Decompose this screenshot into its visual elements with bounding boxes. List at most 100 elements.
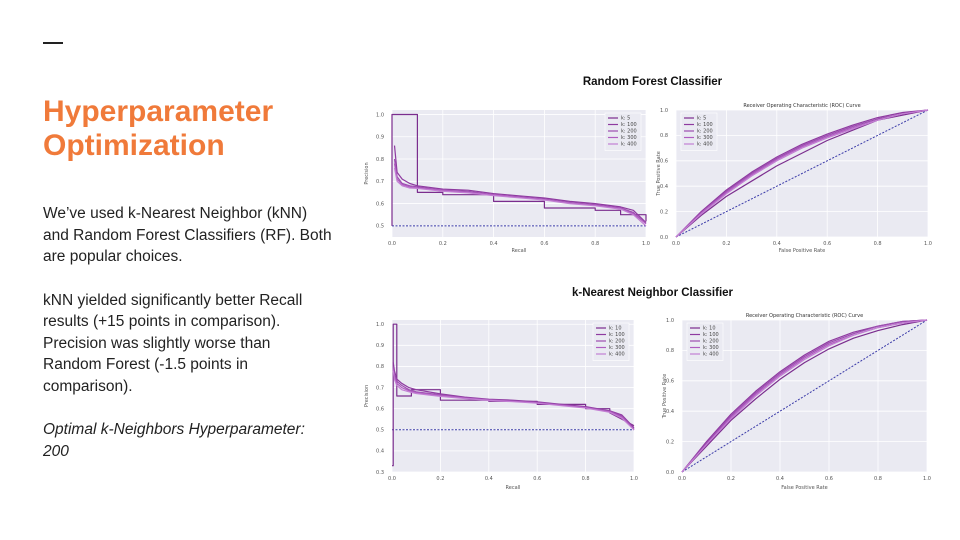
y-tick-label: 0.6 [660, 159, 668, 165]
x-tick-label: 0.4 [490, 241, 498, 247]
rf-roc-chart: 0.0 0.2 0.4 0.6 0.8 1.0 0.0 0.2 0.4 0.6 0.8 1.0 Fals… [654, 100, 934, 255]
x-tick-label: 1.0 [923, 476, 931, 482]
legend-label: k: 200 [621, 129, 637, 135]
legend-label: k: 300 [697, 135, 713, 141]
x-tick-label: 0.2 [436, 476, 444, 482]
y-tick-label: 0.9 [376, 343, 384, 349]
x-tick-label: 0.8 [874, 476, 882, 482]
x-tick-label: 0.0 [388, 241, 396, 247]
x-tick-label: 0.8 [591, 241, 599, 247]
x-tick-label: 0.0 [672, 241, 680, 247]
series-line [675, 109, 929, 238]
x-tick-label: 0.6 [823, 241, 831, 247]
y-tick-label: 0.3 [376, 470, 384, 476]
legend-label: k: 200 [697, 129, 713, 135]
series-line [675, 109, 929, 238]
legend-label: k: 5 [621, 116, 630, 122]
x-axis-label: Recall [506, 485, 521, 491]
legend-label: k: 300 [609, 345, 625, 351]
legend-label: k: 5 [697, 116, 706, 122]
legend-label: k: 100 [621, 122, 637, 128]
plot-area [392, 110, 646, 237]
slide-body: We’ve used k-Nearest Neighbor (kNN) and … [43, 203, 333, 484]
baseline-line [681, 319, 928, 473]
chart-title: Receiver Operating Characteristic (ROC) … [743, 103, 860, 109]
optimal-hyperparameter: Optimal k-Neighbors Hyperparameter: 200 [43, 421, 305, 460]
legend-label: k: 10 [609, 326, 622, 332]
y-tick-label: 0.8 [376, 364, 384, 370]
legend-label: k: 400 [609, 352, 625, 358]
paragraph-models: We’ve used k-Nearest Neighbor (kNN) and … [43, 205, 332, 265]
y-tick-label: 0.0 [666, 470, 674, 476]
rf-roc-svg: 0.0 0.2 0.4 0.6 0.8 1.0 0.0 0.2 0.4 0.6 0.8 1.0 Fals… [656, 103, 932, 254]
y-tick-label: 1.0 [376, 112, 384, 118]
x-tick-label: 0.6 [540, 241, 548, 247]
y-tick-label: 0.6 [376, 201, 384, 207]
rf-precision-recall-chart: 0.0 0.2 0.4 0.6 0.8 1.0 0.5 0.6 0.7 0.8 0.9 1.0 Reca… [362, 100, 652, 255]
title-accent-dash [43, 42, 63, 44]
x-tick-label: 1.0 [642, 241, 650, 247]
x-tick-label: 0.6 [533, 476, 541, 482]
y-tick-label: 0.4 [666, 409, 674, 415]
knn-roc-svg: 0.0 0.2 0.4 0.6 0.8 1.0 0.0 0.2 0.4 0.6 0.8 1.0 Fals… [662, 313, 931, 491]
y-tick-label: 0.9 [376, 135, 384, 141]
x-axis-label: False Positive Rate [779, 248, 825, 254]
x-tick-label: 0.4 [485, 476, 493, 482]
knn-roc-chart: 0.0 0.2 0.4 0.6 0.8 1.0 0.0 0.2 0.4 0.6 0.8 1.0 Fals… [660, 310, 935, 492]
chart-title: Receiver Operating Characteristic (ROC) … [746, 313, 863, 319]
legend-label: k: 300 [621, 135, 637, 141]
rf-section-title: Random Forest Classifier [582, 76, 723, 88]
y-tick-label: 0.2 [666, 439, 674, 445]
x-tick-label: 0.2 [722, 241, 730, 247]
y-tick-label: 0.8 [666, 348, 674, 354]
series-line [681, 319, 928, 473]
y-tick-label: 0.7 [376, 179, 384, 185]
x-tick-label: 0.2 [439, 241, 447, 247]
x-axis-label: Recall [512, 248, 527, 254]
y-axis-label: True Positive Rate [662, 374, 668, 420]
y-tick-label: 0.2 [660, 209, 668, 215]
x-tick-label: 0.8 [582, 476, 590, 482]
y-axis-label: Precision [364, 162, 370, 184]
y-tick-label: 1.0 [666, 318, 674, 324]
y-tick-label: 1.0 [376, 322, 384, 328]
y-axis-label: Precision [364, 385, 370, 407]
y-tick-label: 0.5 [376, 428, 384, 434]
legend-label: k: 100 [703, 332, 719, 338]
legend-label: k: 300 [703, 345, 719, 351]
y-tick-label: 0.5 [376, 224, 384, 230]
legend-label: k: 100 [697, 122, 713, 128]
legend-label: k: 400 [703, 352, 719, 358]
series-line [391, 113, 647, 226]
x-tick-label: 0.4 [773, 241, 781, 247]
y-tick-label: 0.6 [666, 379, 674, 385]
y-tick-label: 1.0 [660, 108, 668, 114]
x-tick-label: 1.0 [630, 476, 638, 482]
knn-precision-recall-chart: 0.0 0.2 0.4 0.6 0.8 1.0 0.3 0.4 0.5 0.6 0.7 0.8 0.9 1… [362, 310, 642, 492]
knn-section-title: k-Nearest Neighbor Classifier [571, 287, 734, 299]
legend-label: k: 200 [703, 339, 719, 345]
slide-title: Hyperparameter Optimization [43, 95, 274, 162]
y-tick-label: 0.4 [376, 449, 384, 455]
paragraph-results: kNN yielded significantly better Recall … [43, 291, 303, 395]
y-tick-label: 0.8 [660, 133, 668, 139]
series-line [681, 319, 928, 473]
x-tick-label: 0.2 [727, 476, 735, 482]
series-line [681, 319, 928, 473]
y-tick-label: 0.0 [660, 235, 668, 241]
y-tick-label: 0.4 [660, 184, 668, 190]
legend-label: k: 400 [621, 142, 637, 148]
x-tick-label: 0.6 [825, 476, 833, 482]
y-axis-label: True Positive Rate [656, 151, 662, 197]
y-tick-label: 0.6 [376, 406, 384, 412]
x-tick-label: 0.0 [678, 476, 686, 482]
series-line [393, 145, 647, 223]
x-tick-label: 1.0 [924, 241, 932, 247]
legend-label: k: 400 [697, 142, 713, 148]
x-tick-label: 0.8 [874, 241, 882, 247]
x-axis-label: False Positive Rate [781, 485, 827, 491]
rf-pr-svg: 0.0 0.2 0.4 0.6 0.8 1.0 0.5 0.6 0.7 0.8 0.9 1.0 Reca… [364, 110, 650, 254]
knn-pr-svg: 0.0 0.2 0.4 0.6 0.8 1.0 0.3 0.4 0.5 0.6 0.7 0.8 0.9 1… [364, 320, 638, 491]
series-line [675, 109, 929, 238]
x-tick-label: 0.4 [776, 476, 784, 482]
